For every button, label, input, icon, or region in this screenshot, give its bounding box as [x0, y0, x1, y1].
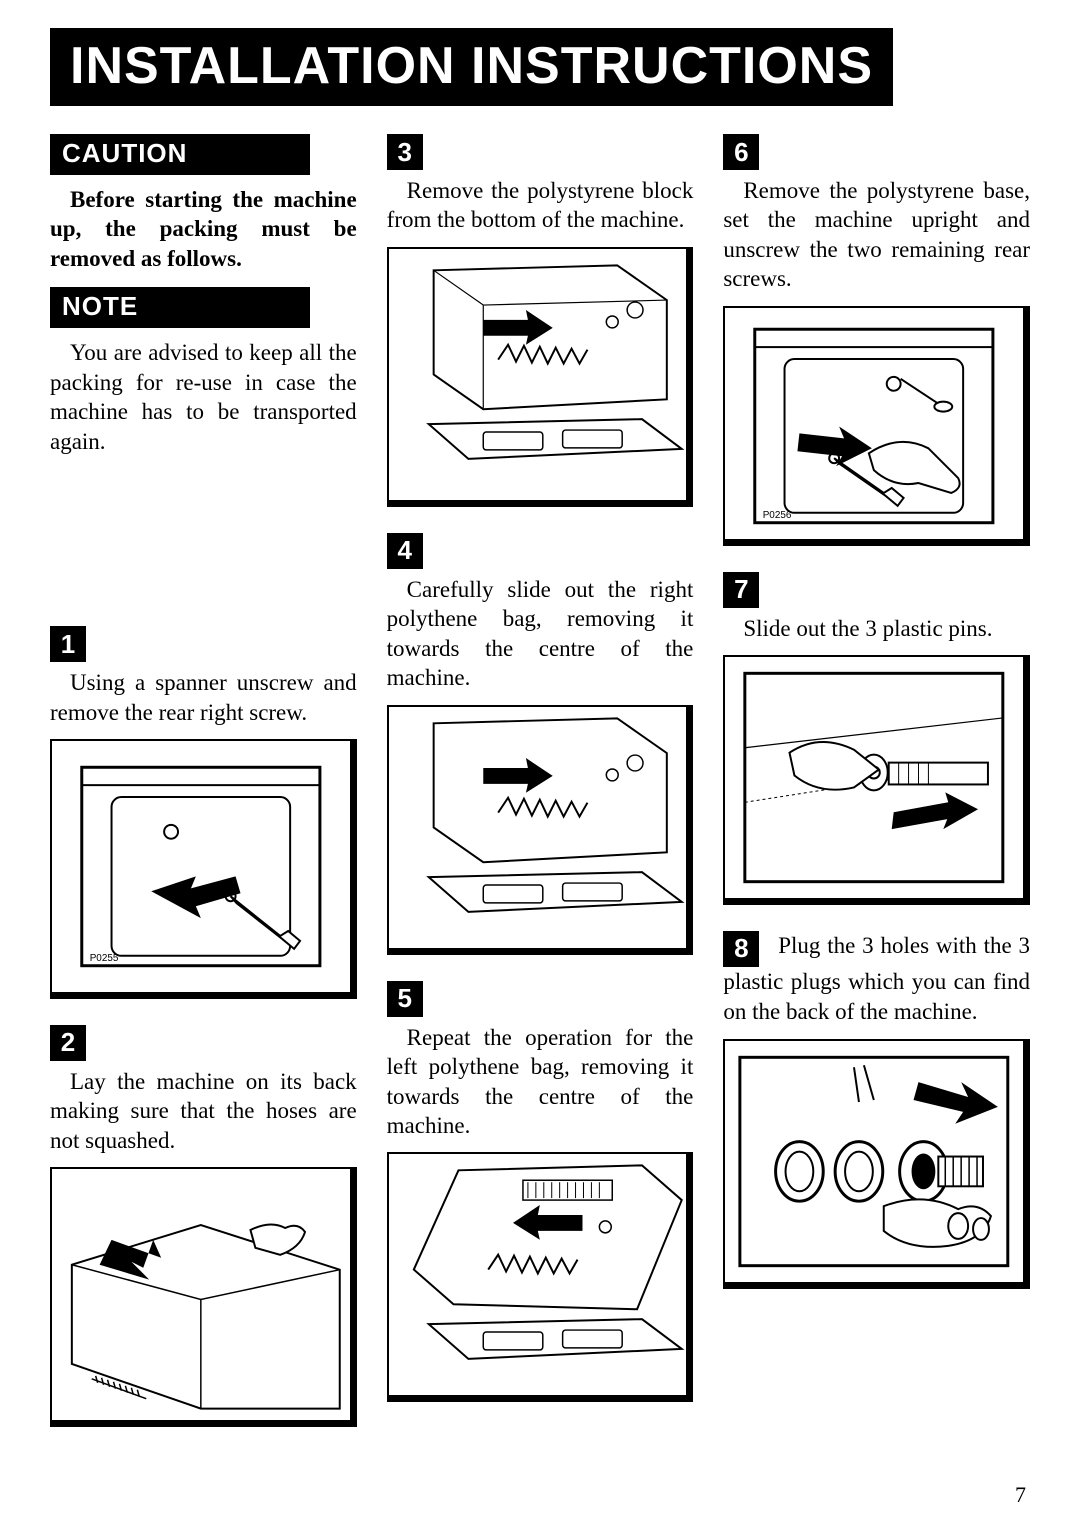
fig1-label: P0255 — [90, 953, 119, 964]
content-columns: CAUTION Before starting the machine up, … — [50, 134, 1030, 1453]
step-7-number: 7 — [723, 572, 759, 608]
step-2-number: 2 — [50, 1025, 86, 1061]
page-title: INSTALLATION INSTRUCTIONS — [50, 28, 893, 106]
step-2-text: Lay the machine on its back making sure … — [50, 1067, 357, 1155]
figure-8 — [723, 1039, 1030, 1289]
page-number: 7 — [1015, 1482, 1026, 1508]
step-1-text: Using a spanner unscrew and remove the r… — [50, 668, 357, 727]
column-2: 3 Remove the polystyrene block from the … — [387, 134, 694, 1453]
step-3-number: 3 — [387, 134, 423, 170]
caution-label: CAUTION — [50, 134, 310, 175]
step-4-text: Carefully slide out the right polythene … — [387, 575, 694, 693]
column-3: 6 Remove the polystyrene base, set the m… — [723, 134, 1030, 1453]
step-6-number: 6 — [723, 134, 759, 170]
step-5-text: Repeat the operation for the left polyth… — [387, 1023, 694, 1141]
figure-6: P0256 — [723, 306, 1030, 546]
step-8-block: 8 Plug the 3 holes with the 3 plastic pl… — [723, 931, 1030, 1027]
column-1: CAUTION Before starting the machine up, … — [50, 134, 357, 1453]
step-5-number: 5 — [387, 981, 423, 1017]
step-3-text: Remove the polystyrene block from the bo… — [387, 176, 694, 235]
figure-4 — [387, 705, 694, 955]
caution-text: Before starting the machine up, the pack… — [50, 185, 357, 273]
figure-2 — [50, 1167, 357, 1427]
step-8-text: Plug the 3 holes with the 3 plastic plug… — [723, 933, 1030, 1024]
fig6-label: P0256 — [763, 510, 792, 521]
step-6-text: Remove the polystyrene base, set the mac… — [723, 176, 1030, 294]
step-8-number: 8 — [723, 931, 759, 967]
figure-5 — [387, 1152, 694, 1402]
figure-3 — [387, 247, 694, 507]
step-1-number: 1 — [50, 626, 86, 662]
figure-7 — [723, 655, 1030, 905]
note-label: NOTE — [50, 287, 310, 328]
figure-1: P0255 — [50, 739, 357, 999]
step-7-text: Slide out the 3 plastic pins. — [723, 614, 1030, 643]
step-4-number: 4 — [387, 533, 423, 569]
note-text: You are advised to keep all the packing … — [50, 338, 357, 456]
